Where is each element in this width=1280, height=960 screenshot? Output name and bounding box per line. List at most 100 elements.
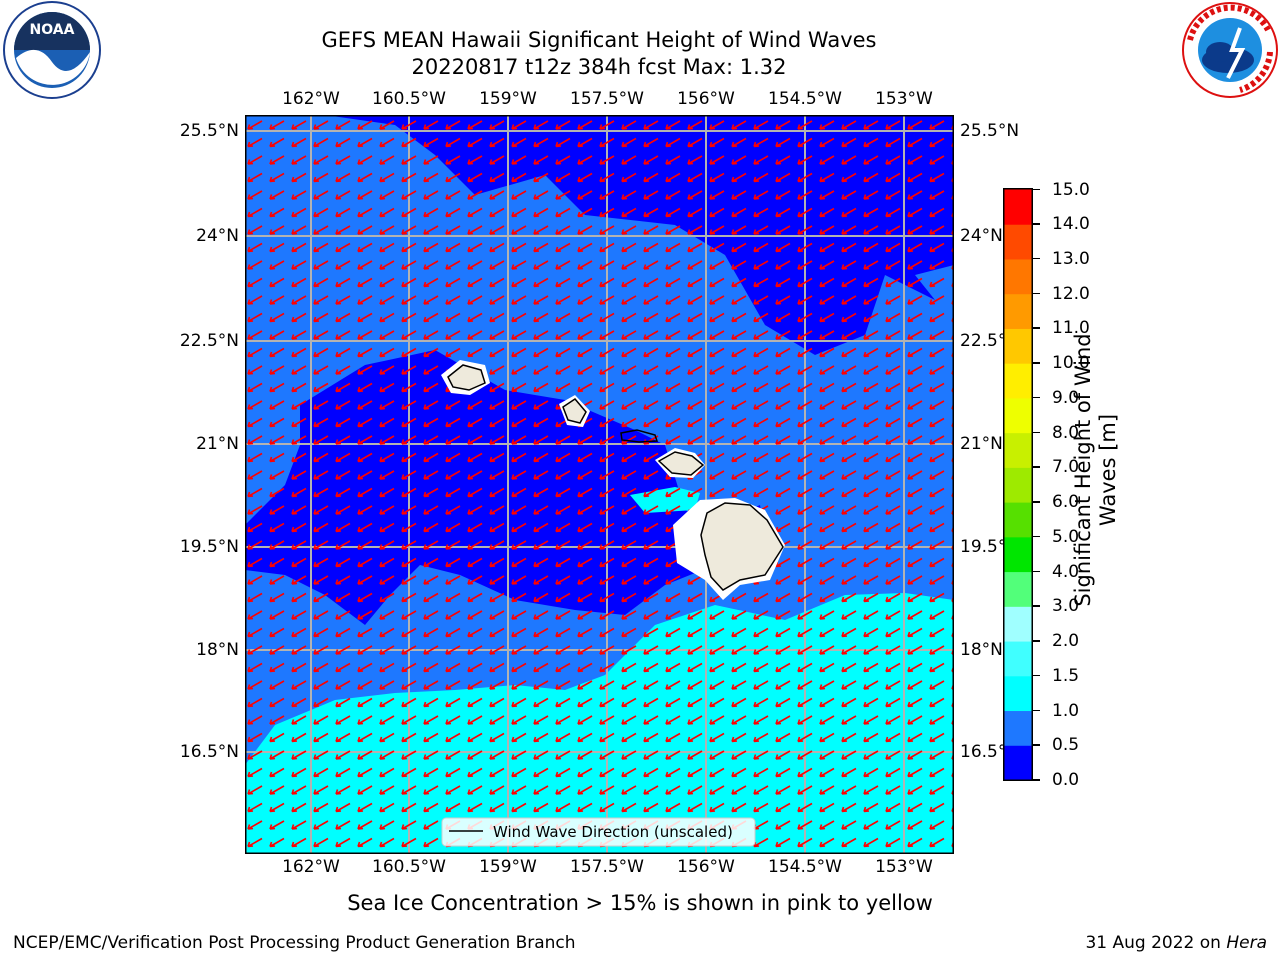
wind-wave-arrow: [841, 207, 857, 218]
wind-wave-arrow: [643, 382, 659, 393]
wind-wave-arrow: [313, 120, 329, 130]
wind-wave-arrow: [511, 540, 527, 550]
wind-wave-arrow: [291, 820, 307, 830]
wind-wave-arrow: [401, 417, 417, 428]
wind-wave-arrow: [599, 347, 615, 358]
wind-wave-arrow: [643, 295, 659, 305]
wind-wave-arrow: [313, 382, 329, 393]
colorbar-tick-label: 15.0: [1052, 179, 1090, 200]
wind-wave-arrow: [467, 575, 483, 585]
wind-wave-arrow: [291, 680, 307, 690]
wind-wave-arrow: [511, 120, 527, 130]
wind-wave-arrow: [797, 172, 813, 183]
wind-wave-arrow: [533, 417, 549, 428]
wind-wave-arrow: [291, 750, 307, 760]
wind-wave-arrow: [291, 435, 307, 445]
wind-wave-arrow: [709, 750, 725, 760]
hawaiian-islands: [441, 360, 785, 600]
wind-wave-arrow: [423, 242, 439, 253]
wind-wave-arrow: [313, 505, 329, 515]
wind-wave-arrow: [885, 802, 901, 813]
wind-wave-arrow: [841, 662, 857, 673]
wind-wave-arrow: [599, 225, 615, 235]
wind-wave-arrow: [489, 120, 505, 130]
wind-wave-arrow: [753, 715, 769, 725]
wind-wave-arrow: [775, 365, 791, 375]
wind-wave-arrow: [599, 767, 615, 778]
wind-wave-arrow: [709, 400, 725, 410]
wind-wave-arrow: [665, 330, 681, 340]
wind-wave-arrow: [489, 155, 505, 165]
colorbar-tick-label: 5.0: [1052, 526, 1080, 547]
wind-wave-arrow: [313, 610, 329, 620]
wind-wave-arrow: [643, 277, 659, 288]
wind-wave-arrow: [401, 295, 417, 305]
wind-wave-arrow: [885, 277, 901, 288]
wind-wave-arrow: [489, 785, 505, 795]
wind-wave-arrow: [269, 627, 285, 638]
wind-wave-arrow: [269, 120, 285, 130]
wind-wave-arrow: [379, 277, 395, 288]
wind-wave-arrow: [753, 662, 769, 673]
wind-wave-arrow: [797, 260, 813, 270]
wind-wave-arrow: [489, 592, 505, 603]
wind-wave-arrow: [819, 697, 835, 708]
wind-wave-arrow: [753, 207, 769, 218]
wind-wave-arrow: [797, 347, 813, 358]
wind-wave-arrow: [819, 417, 835, 428]
wind-wave-arrow: [731, 662, 747, 673]
wind-wave-arrow: [753, 732, 769, 743]
wind-wave-arrow: [907, 452, 923, 463]
wind-wave-arrow: [753, 172, 769, 183]
wind-wave-arrow: [577, 487, 593, 498]
wind-wave-arrow: [291, 610, 307, 620]
wind-wave-arrow: [665, 207, 681, 218]
wind-wave-arrow: [489, 610, 505, 620]
wind-wave-arrow: [863, 417, 879, 428]
wind-wave-arrow: [731, 715, 747, 725]
wind-wave-arrow: [511, 260, 527, 270]
wind-wave-arrow: [643, 260, 659, 270]
wind-wave-arrow: [621, 785, 637, 795]
wind-wave-arrow: [775, 382, 791, 393]
wind-wave-arrow: [841, 767, 857, 778]
wind-wave-arrow: [885, 820, 901, 830]
wind-wave-arrow: [863, 575, 879, 585]
wave-band-low-north: [325, 115, 954, 355]
wind-wave-arrow: [841, 802, 857, 813]
wind-wave-arrow: [489, 330, 505, 340]
wind-wave-arrow: [841, 627, 857, 638]
wind-wave-arrow: [907, 277, 923, 288]
svg-text:NOAA: NOAA: [30, 22, 75, 38]
wind-wave-arrow: [841, 610, 857, 620]
wind-wave-arrow: [335, 785, 351, 795]
wind-wave-arrow: [291, 242, 307, 253]
wind-wave-arrow: [533, 207, 549, 218]
colorbar-band: [1004, 606, 1032, 642]
wind-wave-arrow: [841, 137, 857, 148]
wind-wave-arrow: [445, 662, 461, 673]
wind-wave-arrow: [643, 522, 659, 533]
wind-wave-arrow: [533, 522, 549, 533]
wind-wave-arrow: [533, 767, 549, 778]
wind-wave-arrow: [907, 487, 923, 498]
wind-wave-arrow: [467, 242, 483, 253]
wind-wave-arrow: [863, 347, 879, 358]
wind-wave-arrow: [247, 767, 263, 778]
wind-wave-arrow: [423, 487, 439, 498]
wind-wave-arrow: [907, 365, 923, 375]
wind-wave-arrow: [687, 207, 703, 218]
wind-wave-arrow: [665, 190, 681, 200]
wind-wave-arrow: [489, 505, 505, 515]
wind-wave-arrow: [357, 347, 373, 358]
wind-wave-arrow: [291, 172, 307, 183]
wind-wave-arrow: [731, 802, 747, 813]
wind-wave-arrow: [907, 120, 923, 130]
wind-wave-arrow: [533, 627, 549, 638]
wind-wave-arrow: [621, 120, 637, 130]
wind-wave-arrow: [423, 680, 439, 690]
wind-wave-arrow: [709, 242, 725, 253]
colorbar-tick-label: 4.0: [1052, 561, 1080, 582]
wind-wave-arrow: [819, 732, 835, 743]
wind-wave-arrow: [841, 487, 857, 498]
